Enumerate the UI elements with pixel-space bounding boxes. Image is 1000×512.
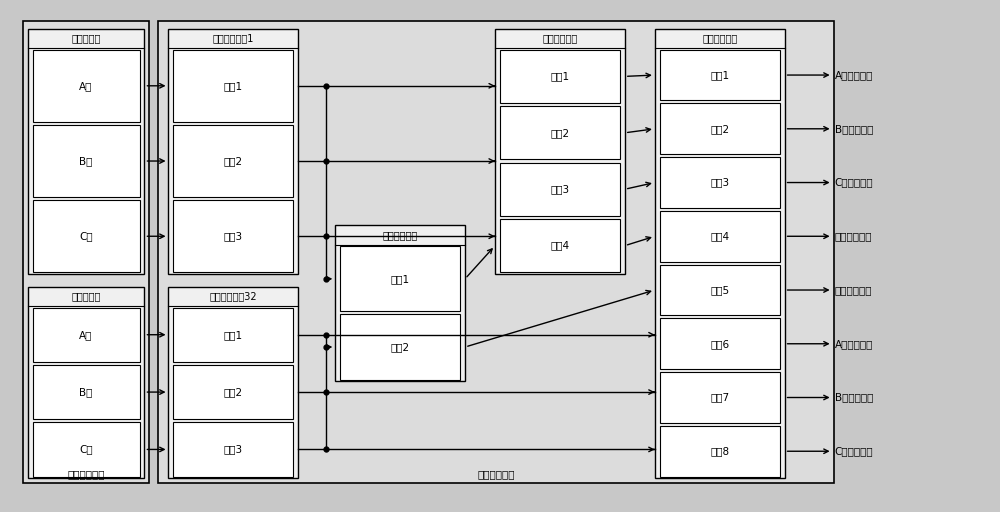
Text: 通道1: 通道1 [224,330,243,340]
Bar [33,365,140,419]
Bar [500,219,620,272]
Text: 通道3: 通道3 [224,231,243,241]
Text: 零序电压输出: 零序电压输出 [835,285,872,295]
Text: B相电压输出: B相电压输出 [835,393,873,402]
Bar [173,50,293,122]
Text: 通道1: 通道1 [550,71,569,81]
Text: 信号放大单匄32: 信号放大单匄32 [210,291,257,302]
Bar [340,314,460,379]
Bar [33,422,140,477]
Bar [335,225,465,381]
Text: 通道8: 通道8 [710,446,729,456]
Bar [168,287,298,478]
Bar [500,106,620,160]
Text: 信号合成单元: 信号合成单元 [383,230,418,240]
Text: A相: A相 [79,81,93,91]
Text: C相电压输出: C相电压输出 [835,446,873,456]
Text: 通道1: 通道1 [224,81,243,91]
Text: 通道5: 通道5 [710,285,729,295]
Text: B相: B相 [79,156,93,166]
Bar [173,365,293,419]
Text: 电流传感器: 电流传感器 [71,33,101,44]
Bar [28,29,144,274]
Bar [33,50,140,122]
Text: A相电压输出: A相电压输出 [835,339,873,349]
Text: 信号放大单到1: 信号放大单到1 [213,33,254,44]
Bar [495,29,625,274]
Text: 信号积分单元: 信号积分单元 [542,33,578,44]
Text: B相电流输出: B相电流输出 [835,124,873,134]
Bar [28,287,144,478]
Text: 信号转换单元: 信号转换单元 [702,33,737,44]
Bar [173,200,293,272]
Bar [340,246,460,311]
Bar [173,422,293,477]
Text: 通道2: 通道2 [224,156,243,166]
Text: 通道2: 通道2 [391,342,410,352]
Bar [660,157,780,208]
Bar [158,21,834,483]
Bar [500,50,620,103]
Bar [33,200,140,272]
Bar [660,103,780,154]
Bar [23,21,149,483]
Text: 通道3: 通道3 [710,178,729,187]
Bar [173,308,293,362]
Bar [173,125,293,197]
Text: C相电流输出: C相电流输出 [835,178,873,187]
Text: 信号转换模块: 信号转换模块 [477,469,515,479]
Text: 通道2: 通道2 [224,387,243,397]
Bar [660,265,780,315]
Text: 通道4: 通道4 [710,231,729,241]
Text: 电压传感器: 电压传感器 [71,291,101,302]
Text: 通道1: 通道1 [710,70,729,80]
Text: 零序电流输出: 零序电流输出 [835,231,872,241]
Text: C相: C相 [79,444,93,455]
Text: 通道2: 通道2 [710,124,729,134]
Bar [660,372,780,423]
Text: 通道1: 通道1 [391,274,410,284]
Bar [168,29,298,274]
Text: A相电流输出: A相电流输出 [835,70,873,80]
Text: 通道3: 通道3 [224,444,243,455]
Bar [660,211,780,262]
Text: 通道4: 通道4 [550,241,569,251]
Bar [655,29,785,478]
Bar [660,426,780,477]
Text: 三相测量组件: 三相测量组件 [67,469,105,479]
Text: 通道7: 通道7 [710,393,729,402]
Bar [660,50,780,100]
Bar [500,162,620,216]
Bar [33,308,140,362]
Bar [660,318,780,369]
Text: C相: C相 [79,231,93,241]
Bar [33,125,140,197]
Text: 通道3: 通道3 [550,184,569,194]
Text: 通道6: 通道6 [710,339,729,349]
Text: B相: B相 [79,387,93,397]
Text: 通道2: 通道2 [550,128,569,138]
Text: A相: A相 [79,330,93,340]
